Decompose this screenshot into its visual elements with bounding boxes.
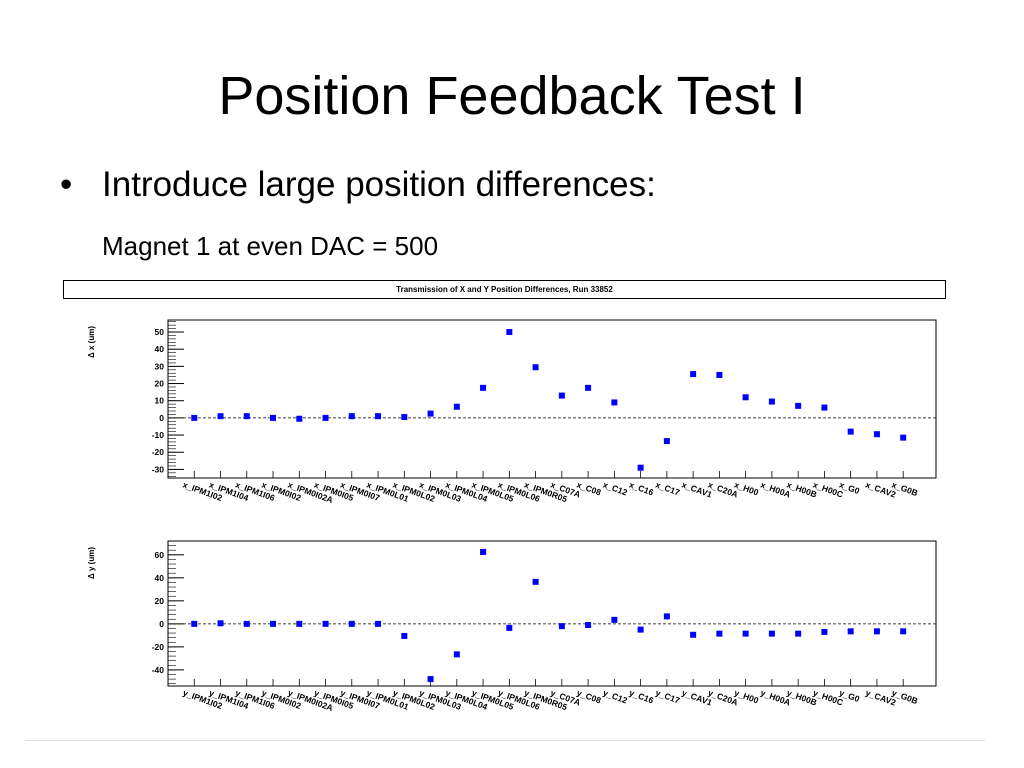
- data-point: [690, 371, 697, 378]
- y-tick-label: 40: [155, 344, 165, 354]
- sub-text: Magnet 1 at even DAC = 500: [102, 231, 439, 261]
- x-tick-label: x_C16: [628, 479, 655, 497]
- data-point: [663, 613, 670, 620]
- data-point: [453, 651, 460, 658]
- data-point: [322, 414, 329, 421]
- data-point: [427, 410, 434, 417]
- data-point: [558, 623, 565, 630]
- data-point: [506, 329, 513, 336]
- data-point: [191, 620, 198, 627]
- x-difference-chart: 50 40 30 20 10 0 -10 -20 -30 Δ x (um) x_IPM1I02 x_I…: [0, 310, 1024, 540]
- data-point: [375, 413, 382, 420]
- bullet-item: • Introduce large position differences:: [60, 160, 656, 210]
- data-point: [742, 630, 749, 637]
- data-point: [532, 364, 539, 371]
- y-tick-label: 30: [155, 361, 165, 371]
- data-point: [270, 620, 277, 627]
- y-tick-label: 50: [155, 327, 165, 337]
- data-point: [480, 384, 487, 391]
- data-point: [611, 616, 618, 623]
- y-tick-label: 20: [155, 596, 165, 606]
- footer-divider: [25, 740, 985, 741]
- data-point: [716, 371, 723, 378]
- data-point: [191, 414, 198, 421]
- data-point: [427, 676, 434, 683]
- bullet-text: Introduce large position differences:: [102, 165, 656, 204]
- data-point: [663, 438, 670, 445]
- data-point: [637, 626, 644, 633]
- data-point: [795, 402, 802, 409]
- bullet-dot: •: [60, 165, 73, 204]
- y-tick-label: -30: [152, 464, 165, 474]
- x-tick-label: y_C16: [628, 687, 655, 705]
- x-tick-label: x_C17: [654, 479, 681, 497]
- data-point: [348, 413, 355, 420]
- plot-frame: [167, 540, 937, 687]
- data-point: [821, 404, 828, 411]
- y-tick-label: -20: [152, 642, 165, 652]
- data-point: [611, 399, 618, 406]
- data-point: [716, 630, 723, 637]
- y-axis-label: Δ y (um): [87, 547, 96, 579]
- x-tick-label: y_C12: [602, 687, 629, 705]
- y-difference-chart: 60 40 20 0 -20 -40 Δ y (um) y_IPM1I02 y_IPM1I04 y…: [0, 533, 1024, 763]
- data-point: [453, 403, 460, 410]
- data-point: [532, 578, 539, 585]
- data-point: [348, 620, 355, 627]
- data-point: [243, 620, 250, 627]
- y-tick-label: -20: [152, 447, 165, 457]
- data-point: [768, 630, 775, 637]
- data-point: [847, 628, 854, 635]
- slide-title: Position Feedback Test I: [218, 66, 806, 126]
- y-tick-label: 20: [155, 379, 165, 389]
- y-tick-label: 40: [155, 573, 165, 583]
- data-point: [821, 628, 828, 635]
- data-point: [690, 631, 697, 638]
- data-point: [296, 415, 303, 422]
- plot-frame: [167, 319, 937, 479]
- data-point: [558, 392, 565, 399]
- y-tick-label: 0: [159, 413, 164, 423]
- y-tick-label: 10: [155, 396, 165, 406]
- data-point: [401, 632, 408, 639]
- data-point: [322, 620, 329, 627]
- data-point: [900, 628, 907, 635]
- data-point: [742, 394, 749, 401]
- data-point: [506, 624, 513, 631]
- y-tick-label: -40: [152, 665, 165, 675]
- data-point: [900, 434, 907, 441]
- data-point: [296, 620, 303, 627]
- y-tick-label: 60: [155, 550, 165, 560]
- data-point: [795, 630, 802, 637]
- plot-title: Transmission of X and Y Position Differe…: [63, 280, 946, 299]
- x-tick-label: y_C17: [654, 687, 681, 705]
- data-point: [480, 548, 487, 555]
- data-point: [243, 413, 250, 420]
- data-point: [585, 622, 592, 629]
- y-axis-label: Δ x (um): [87, 326, 96, 358]
- data-point: [270, 414, 277, 421]
- data-point: [217, 620, 224, 627]
- data-point: [217, 413, 224, 420]
- data-point: [873, 628, 880, 635]
- data-point: [768, 398, 775, 405]
- y-tick-label: 0: [159, 619, 164, 629]
- data-point: [847, 428, 854, 435]
- data-point: [637, 464, 644, 471]
- data-point: [585, 384, 592, 391]
- x-tick-label: x_C12: [602, 479, 629, 497]
- data-point: [873, 431, 880, 438]
- data-point: [375, 620, 382, 627]
- y-tick-label: -10: [152, 430, 165, 440]
- data-point: [401, 414, 408, 421]
